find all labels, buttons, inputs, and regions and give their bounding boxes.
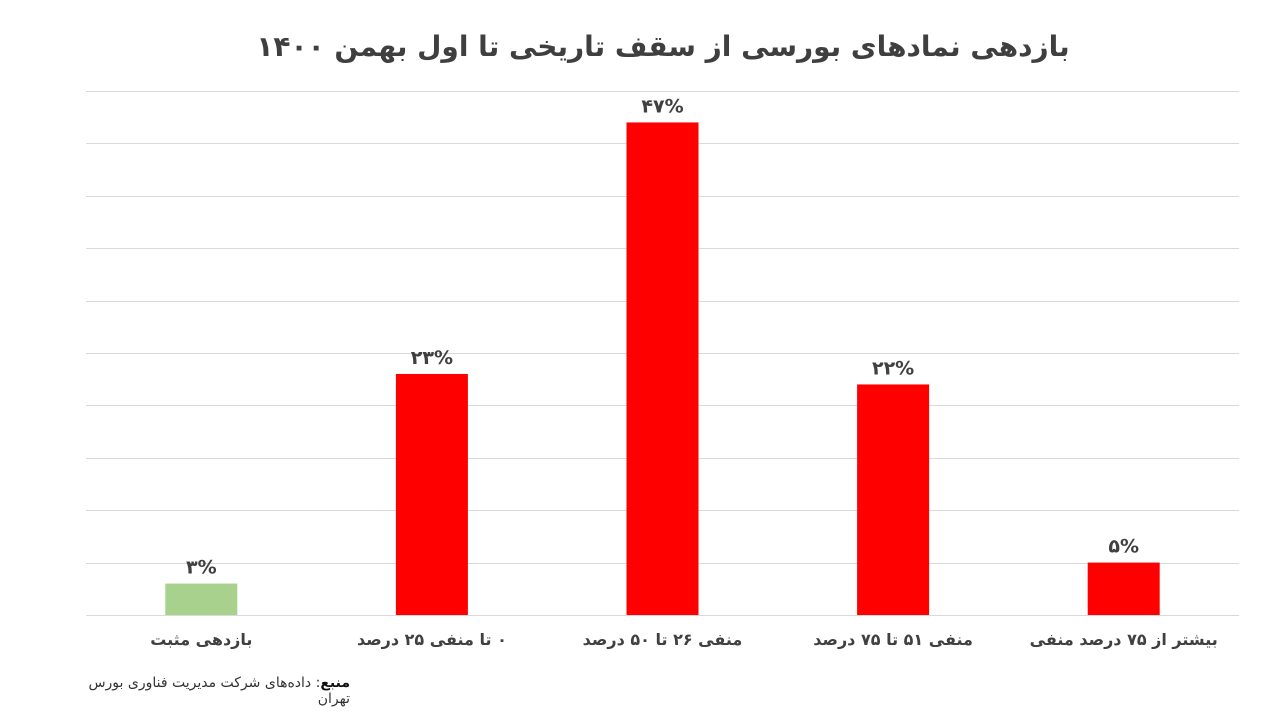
category-labels: بازدهی مثبت ۰ تا منفی ۲۵ درصد منفی ۲۶ تا ۵…: [150, 630, 1218, 649]
source-note: منبع: داده‌های شرکت مدیریت فناوری بورس ت…: [60, 675, 350, 707]
category-label: منفی ۲۶ تا ۵۰ درصد: [583, 630, 743, 649]
category-label: بازدهی مثبت: [150, 630, 252, 649]
category-label: ۰ تا منفی ۲۵ درصد: [357, 630, 507, 649]
bar-value-label: ۴۷%: [641, 95, 683, 117]
data-labels: ۳% ۲۳% ۴۷% ۲۲% ۵%: [186, 95, 1139, 578]
bar-value-label: ۳%: [186, 557, 217, 579]
bar-value-label: ۲۳%: [411, 347, 453, 369]
bar: [1087, 562, 1160, 615]
source-key: منبع: [320, 675, 350, 691]
category-label: بیشتر از ۷۵ درصد منفی: [1030, 630, 1218, 649]
chart-title: بازدهی نمادهای بورسی از سقف تاریخی تا او…: [256, 30, 1070, 63]
bars: [165, 122, 1160, 615]
source-text: : داده‌های شرکت مدیریت فناوری بورس تهران: [88, 675, 350, 707]
bar-value-label: ۲۲%: [872, 357, 914, 379]
bar: [395, 373, 468, 615]
bar-value-label: ۵%: [1108, 536, 1139, 558]
bar: [626, 122, 699, 615]
category-label: منفی ۵۱ تا ۷۵ درصد: [813, 630, 973, 649]
bar: [857, 384, 930, 615]
bar: [165, 583, 238, 615]
